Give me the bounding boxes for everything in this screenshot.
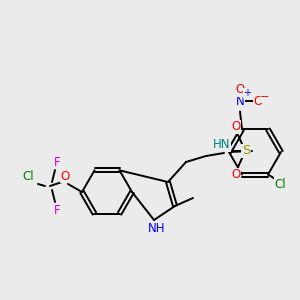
Text: F: F <box>54 203 60 217</box>
Text: N: N <box>236 95 244 108</box>
Text: S: S <box>242 145 250 158</box>
Text: Cl: Cl <box>274 178 286 191</box>
Text: O: O <box>254 95 262 108</box>
Text: F: F <box>54 155 60 169</box>
Text: −: − <box>260 92 270 103</box>
Text: +: + <box>243 88 251 98</box>
Text: NH: NH <box>148 221 166 235</box>
Text: O: O <box>231 169 241 182</box>
Text: O: O <box>231 121 241 134</box>
Text: O: O <box>236 83 244 96</box>
Text: Cl: Cl <box>22 169 34 182</box>
Text: HN: HN <box>213 139 231 152</box>
Text: O: O <box>60 169 70 182</box>
